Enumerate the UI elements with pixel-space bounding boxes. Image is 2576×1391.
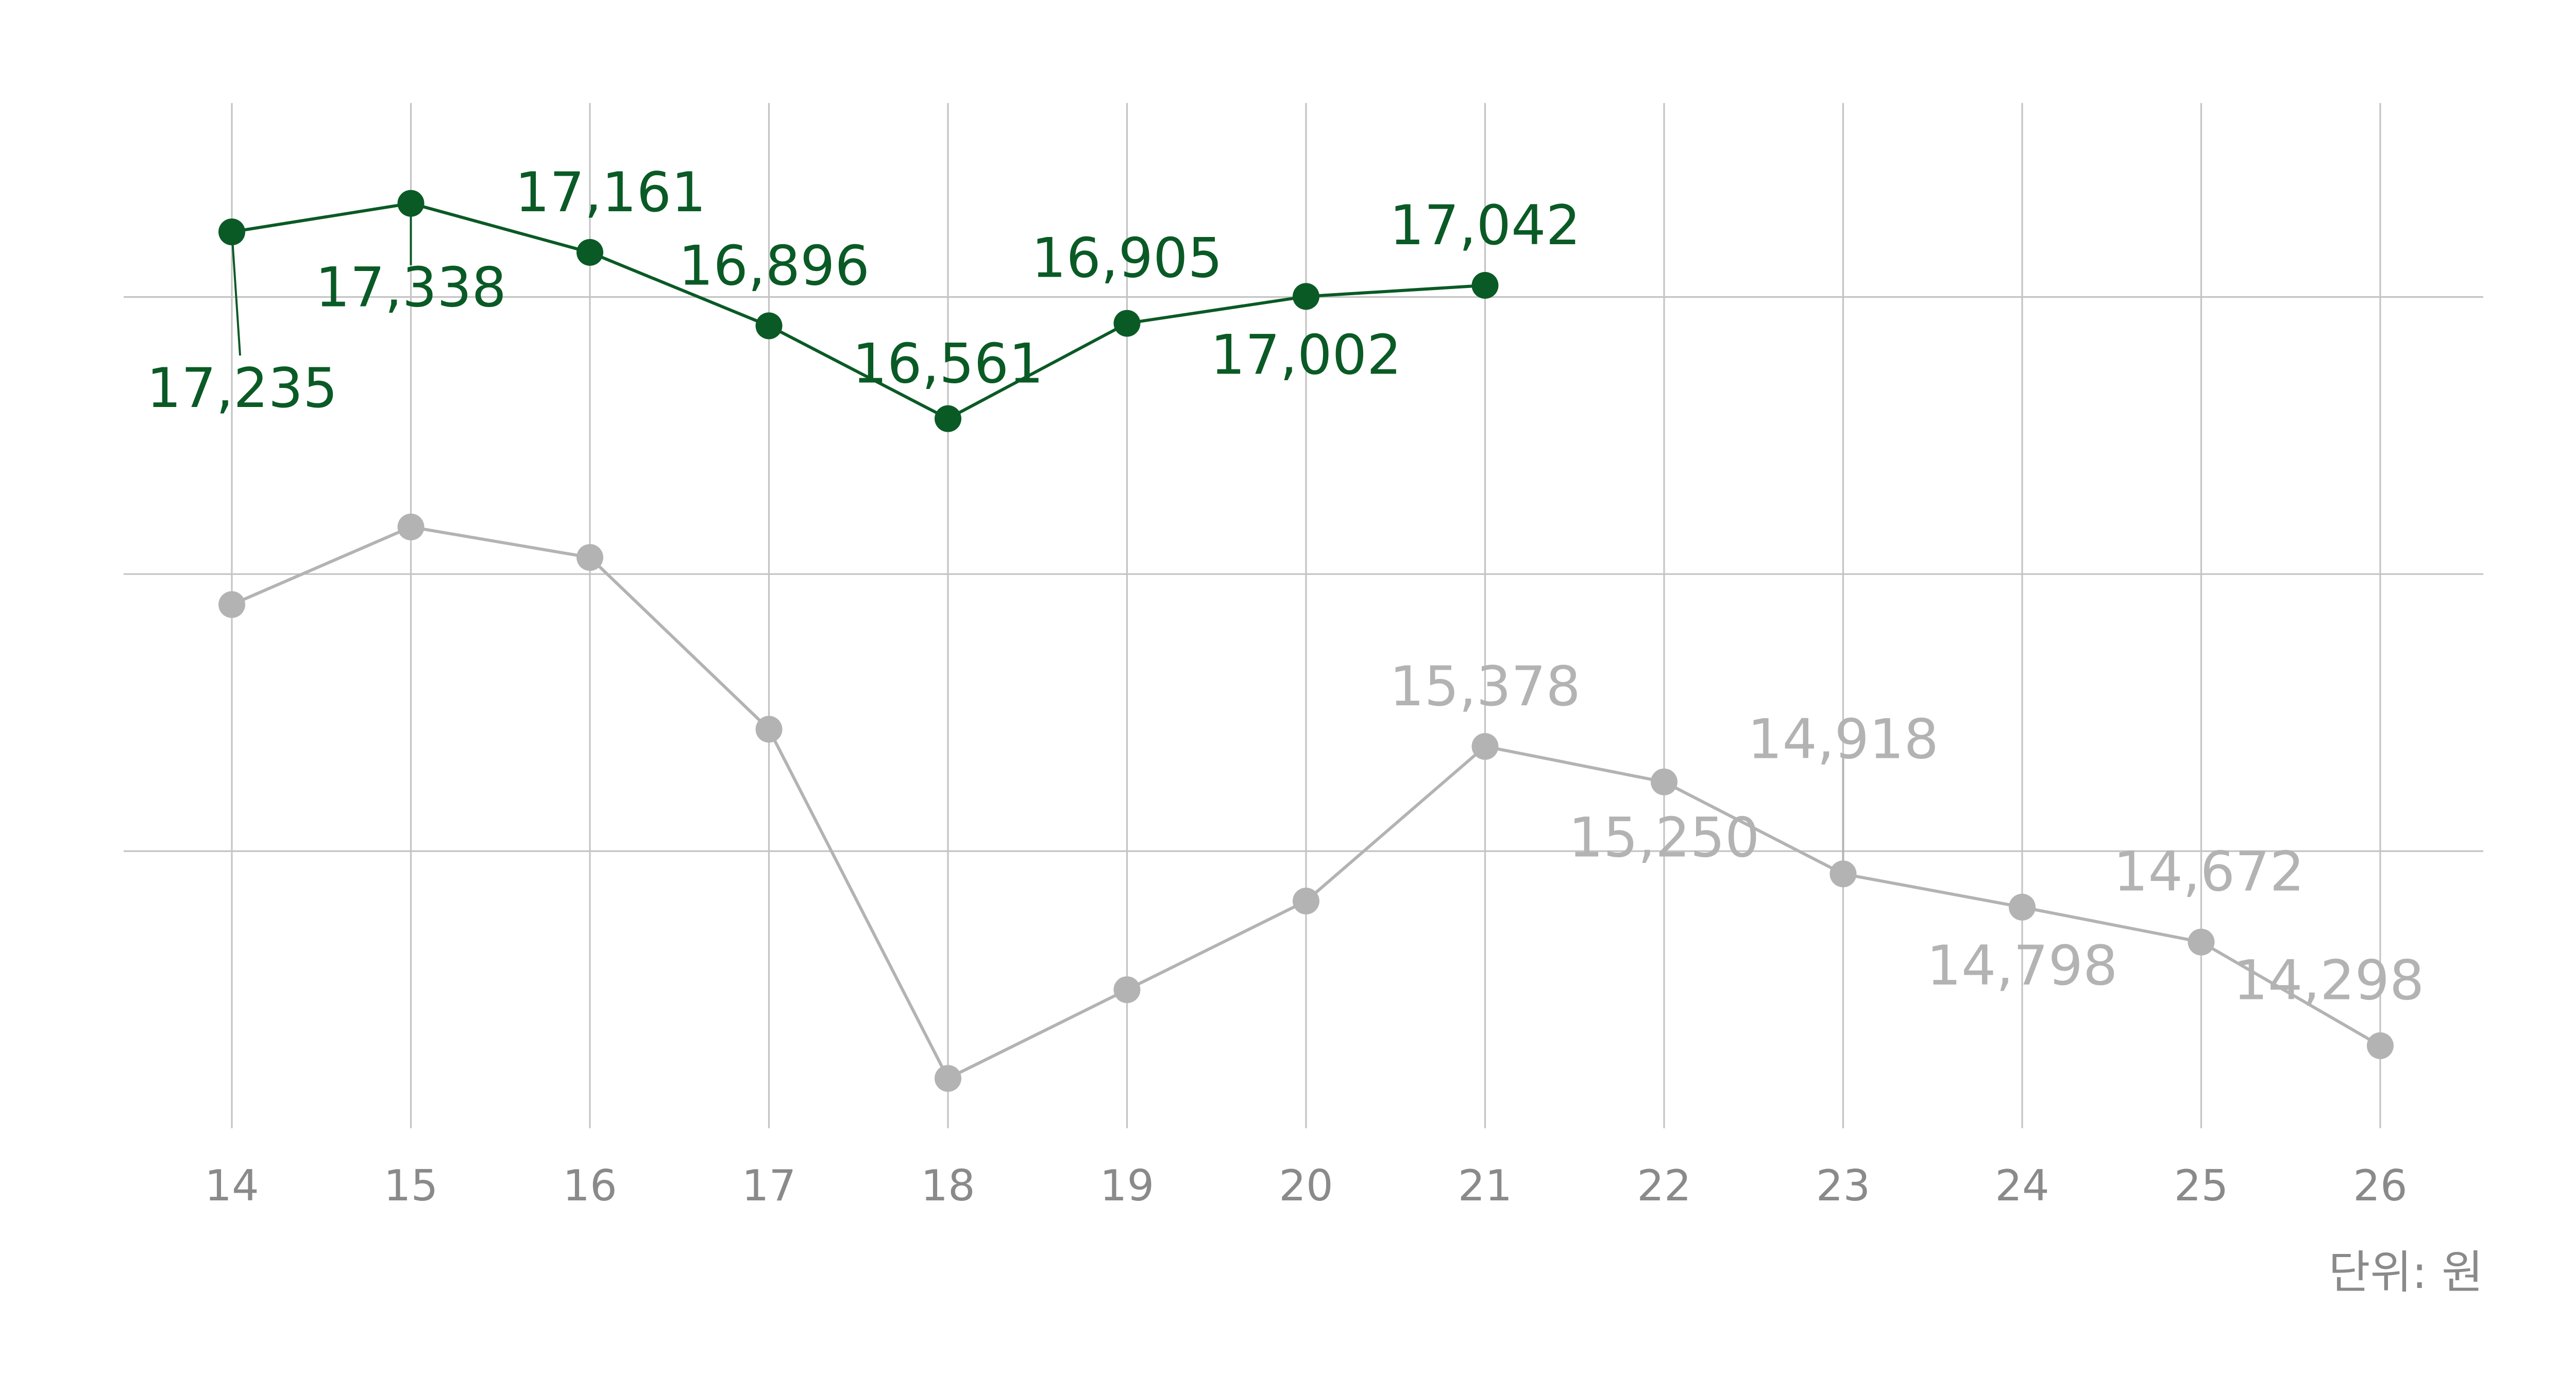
data-label-gray: 14,672 <box>2113 840 2304 904</box>
data-point-gray <box>1471 733 1499 760</box>
unit-label: 단위: 원 <box>2328 1246 2483 1299</box>
data-point-gray <box>218 591 245 618</box>
data-point-gray <box>1293 887 1319 914</box>
data-point-gray <box>1113 976 1141 1004</box>
label-leader-line <box>231 231 241 356</box>
data-point-gray <box>2367 1032 2394 1059</box>
x-tick-label: 22 <box>1637 1161 1691 1211</box>
data-point-green <box>397 190 425 217</box>
x-tick-label: 16 <box>563 1161 617 1211</box>
data-label-green: 16,896 <box>679 234 870 297</box>
data-label-green: 16,905 <box>1031 227 1223 290</box>
data-point-green <box>218 218 245 246</box>
data-point-gray <box>2009 893 2036 921</box>
data-point-green <box>1113 310 1141 337</box>
x-tick-label: 25 <box>2174 1161 2229 1211</box>
data-point-green <box>1293 283 1319 310</box>
x-tick-label: 23 <box>1816 1161 1871 1211</box>
data-label-green: 17,338 <box>315 256 506 319</box>
x-axis-ticks: 14 15 16 17 18 19 20 21 22 23 24 25 26 <box>205 1161 2408 1211</box>
data-point-gray <box>755 716 783 743</box>
x-tick-label: 17 <box>742 1161 796 1211</box>
data-point-gray <box>397 513 425 540</box>
data-label-green: 17,235 <box>147 357 338 420</box>
series-layer <box>218 190 2394 1092</box>
data-point-gray <box>935 1065 961 1092</box>
data-label-gray: 14,798 <box>1927 934 2118 997</box>
x-tick-label: 20 <box>1279 1161 1333 1211</box>
x-tick-label: 24 <box>1995 1161 2049 1211</box>
data-point-green <box>577 239 603 266</box>
data-point-gray <box>2188 928 2215 956</box>
x-tick-label: 21 <box>1458 1161 1513 1211</box>
data-label-gray: 14,918 <box>1748 707 1939 771</box>
series-line-green <box>231 201 1485 420</box>
x-tick-label: 19 <box>1100 1161 1155 1211</box>
data-label-green: 17,161 <box>515 161 706 224</box>
data-label-green: 16,561 <box>853 332 1044 396</box>
x-tick-label: 26 <box>2353 1161 2408 1211</box>
x-tick-label: 18 <box>921 1161 975 1211</box>
data-point-green <box>755 312 783 340</box>
data-label-green: 17,042 <box>1389 194 1581 257</box>
data-point-gray <box>577 544 603 571</box>
data-point-gray <box>1651 768 1677 795</box>
x-tick-label: 14 <box>205 1161 259 1211</box>
data-label-gray: 15,378 <box>1389 655 1581 718</box>
data-point-green <box>1471 272 1499 299</box>
data-point-green <box>935 405 961 432</box>
data-label-gray: 15,250 <box>1569 806 1760 870</box>
data-label-green: 17,002 <box>1211 323 1402 386</box>
data-label-gray: 14,298 <box>2233 949 2425 1012</box>
x-tick-label: 15 <box>384 1161 438 1211</box>
data-point-gray <box>1829 860 1857 888</box>
